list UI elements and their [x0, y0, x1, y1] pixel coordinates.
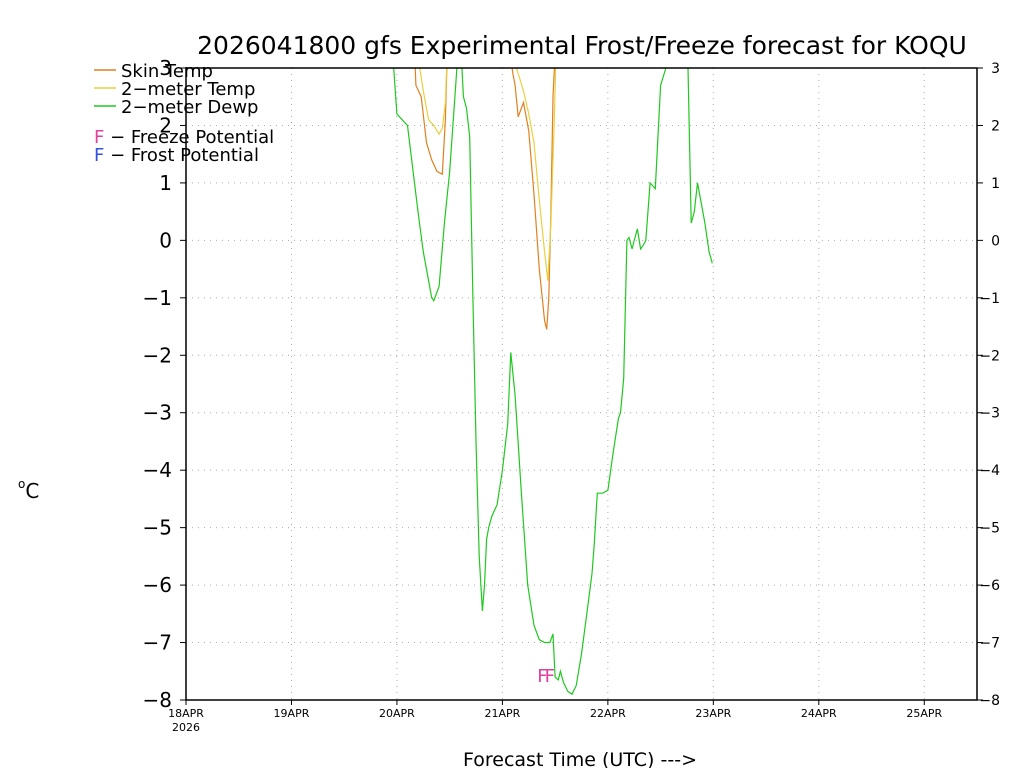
x-tick-label: 25APR [906, 707, 942, 720]
legend-potential-text: − Frost Potential [104, 145, 259, 166]
y-tick-label-right: 3 [991, 61, 1000, 77]
y-axis-label: oC [18, 477, 39, 503]
plot-frame [185, 67, 978, 701]
x-tick-label: 18APR [168, 707, 204, 720]
legend-potential-letter: F [94, 127, 104, 148]
y-tick-label-right: −8 [979, 693, 1000, 709]
legend-item: Skin Temp [121, 61, 213, 82]
x-tick-label: 19APR [274, 707, 310, 720]
x-tick-label: 20APR [379, 707, 415, 720]
legend-potential-letter: F [94, 145, 104, 166]
y-tick-label-right: −4 [979, 463, 1000, 479]
potential-markers: FF [537, 666, 555, 687]
grid [186, 68, 977, 700]
freeze-potential-marker: F [545, 666, 555, 687]
y-tick-label: −4 [143, 458, 172, 482]
y-tick-label: −2 [143, 343, 172, 367]
legend-item: 2−meter Dewp [121, 97, 258, 118]
legend-potential-text: − Freeze Potential [104, 127, 274, 148]
y-tick-label-right: −7 [979, 636, 1000, 652]
y-tick-label: −1 [143, 286, 172, 310]
x-tick-year: 2026 [172, 721, 200, 734]
y-tick-label-right: −3 [979, 406, 1000, 422]
chart-title: 2026041800 gfs Experimental Frost/Freeze… [197, 31, 967, 60]
y-tick-label: 3 [159, 56, 172, 80]
series-line-2-meter-temp [419, 68, 557, 281]
y-tick-label: −8 [143, 688, 172, 712]
y-tick-label-right: 2 [991, 118, 1000, 134]
y-tick-label: −6 [143, 573, 172, 597]
y-tick-label: 0 [159, 228, 172, 252]
series-line-2-meter-dewp [393, 68, 713, 696]
y-tick-label-right: −1 [979, 291, 1000, 307]
y-tick-label-right: −5 [979, 521, 1000, 537]
y-axis-right: −8 −7 −6 −5 −4 −3 −2 −1 0 1 2 3 [977, 61, 1000, 709]
y-tick-label-right: −2 [979, 348, 1000, 364]
y-tick-label: −5 [143, 516, 172, 540]
freeze-potential-marker: F [537, 666, 547, 687]
y-tick-label: −3 [143, 401, 172, 425]
x-axis-label: Forecast Time (UTC) ---> [463, 749, 697, 768]
y-tick-label-right: −6 [979, 578, 1000, 594]
series-line-skin-temp [414, 68, 555, 330]
y-tick-label: 1 [159, 171, 172, 195]
y-axis-label-unit: C [25, 479, 39, 503]
y-axis-label-degree: o [18, 477, 25, 491]
x-tick-label: 24APR [801, 707, 837, 720]
x-tick-label: 22APR [590, 707, 626, 720]
x-tick-label: 21APR [484, 707, 520, 720]
x-tick-label: 23APR [695, 707, 731, 720]
legend-item: 2−meter Temp [121, 79, 255, 100]
y-tick-label-right: 1 [991, 176, 1000, 192]
legend-potential-item: F − Freeze Potential [94, 127, 274, 148]
legend-potential-item: F − Frost Potential [94, 145, 259, 166]
y-tick-label-right: 0 [991, 233, 1000, 249]
x-axis: 18APR 19APR 20APR 21APR 22APR 23APR 24APR 25APR… [168, 700, 943, 734]
series-group [393, 68, 713, 696]
y-axis-left: −8 −7 −6 −5 −4 −3 −2 −1 0 1 2 3 [143, 56, 186, 712]
y-tick-label: −7 [143, 631, 172, 655]
y-tick-label: 2 [159, 113, 172, 137]
